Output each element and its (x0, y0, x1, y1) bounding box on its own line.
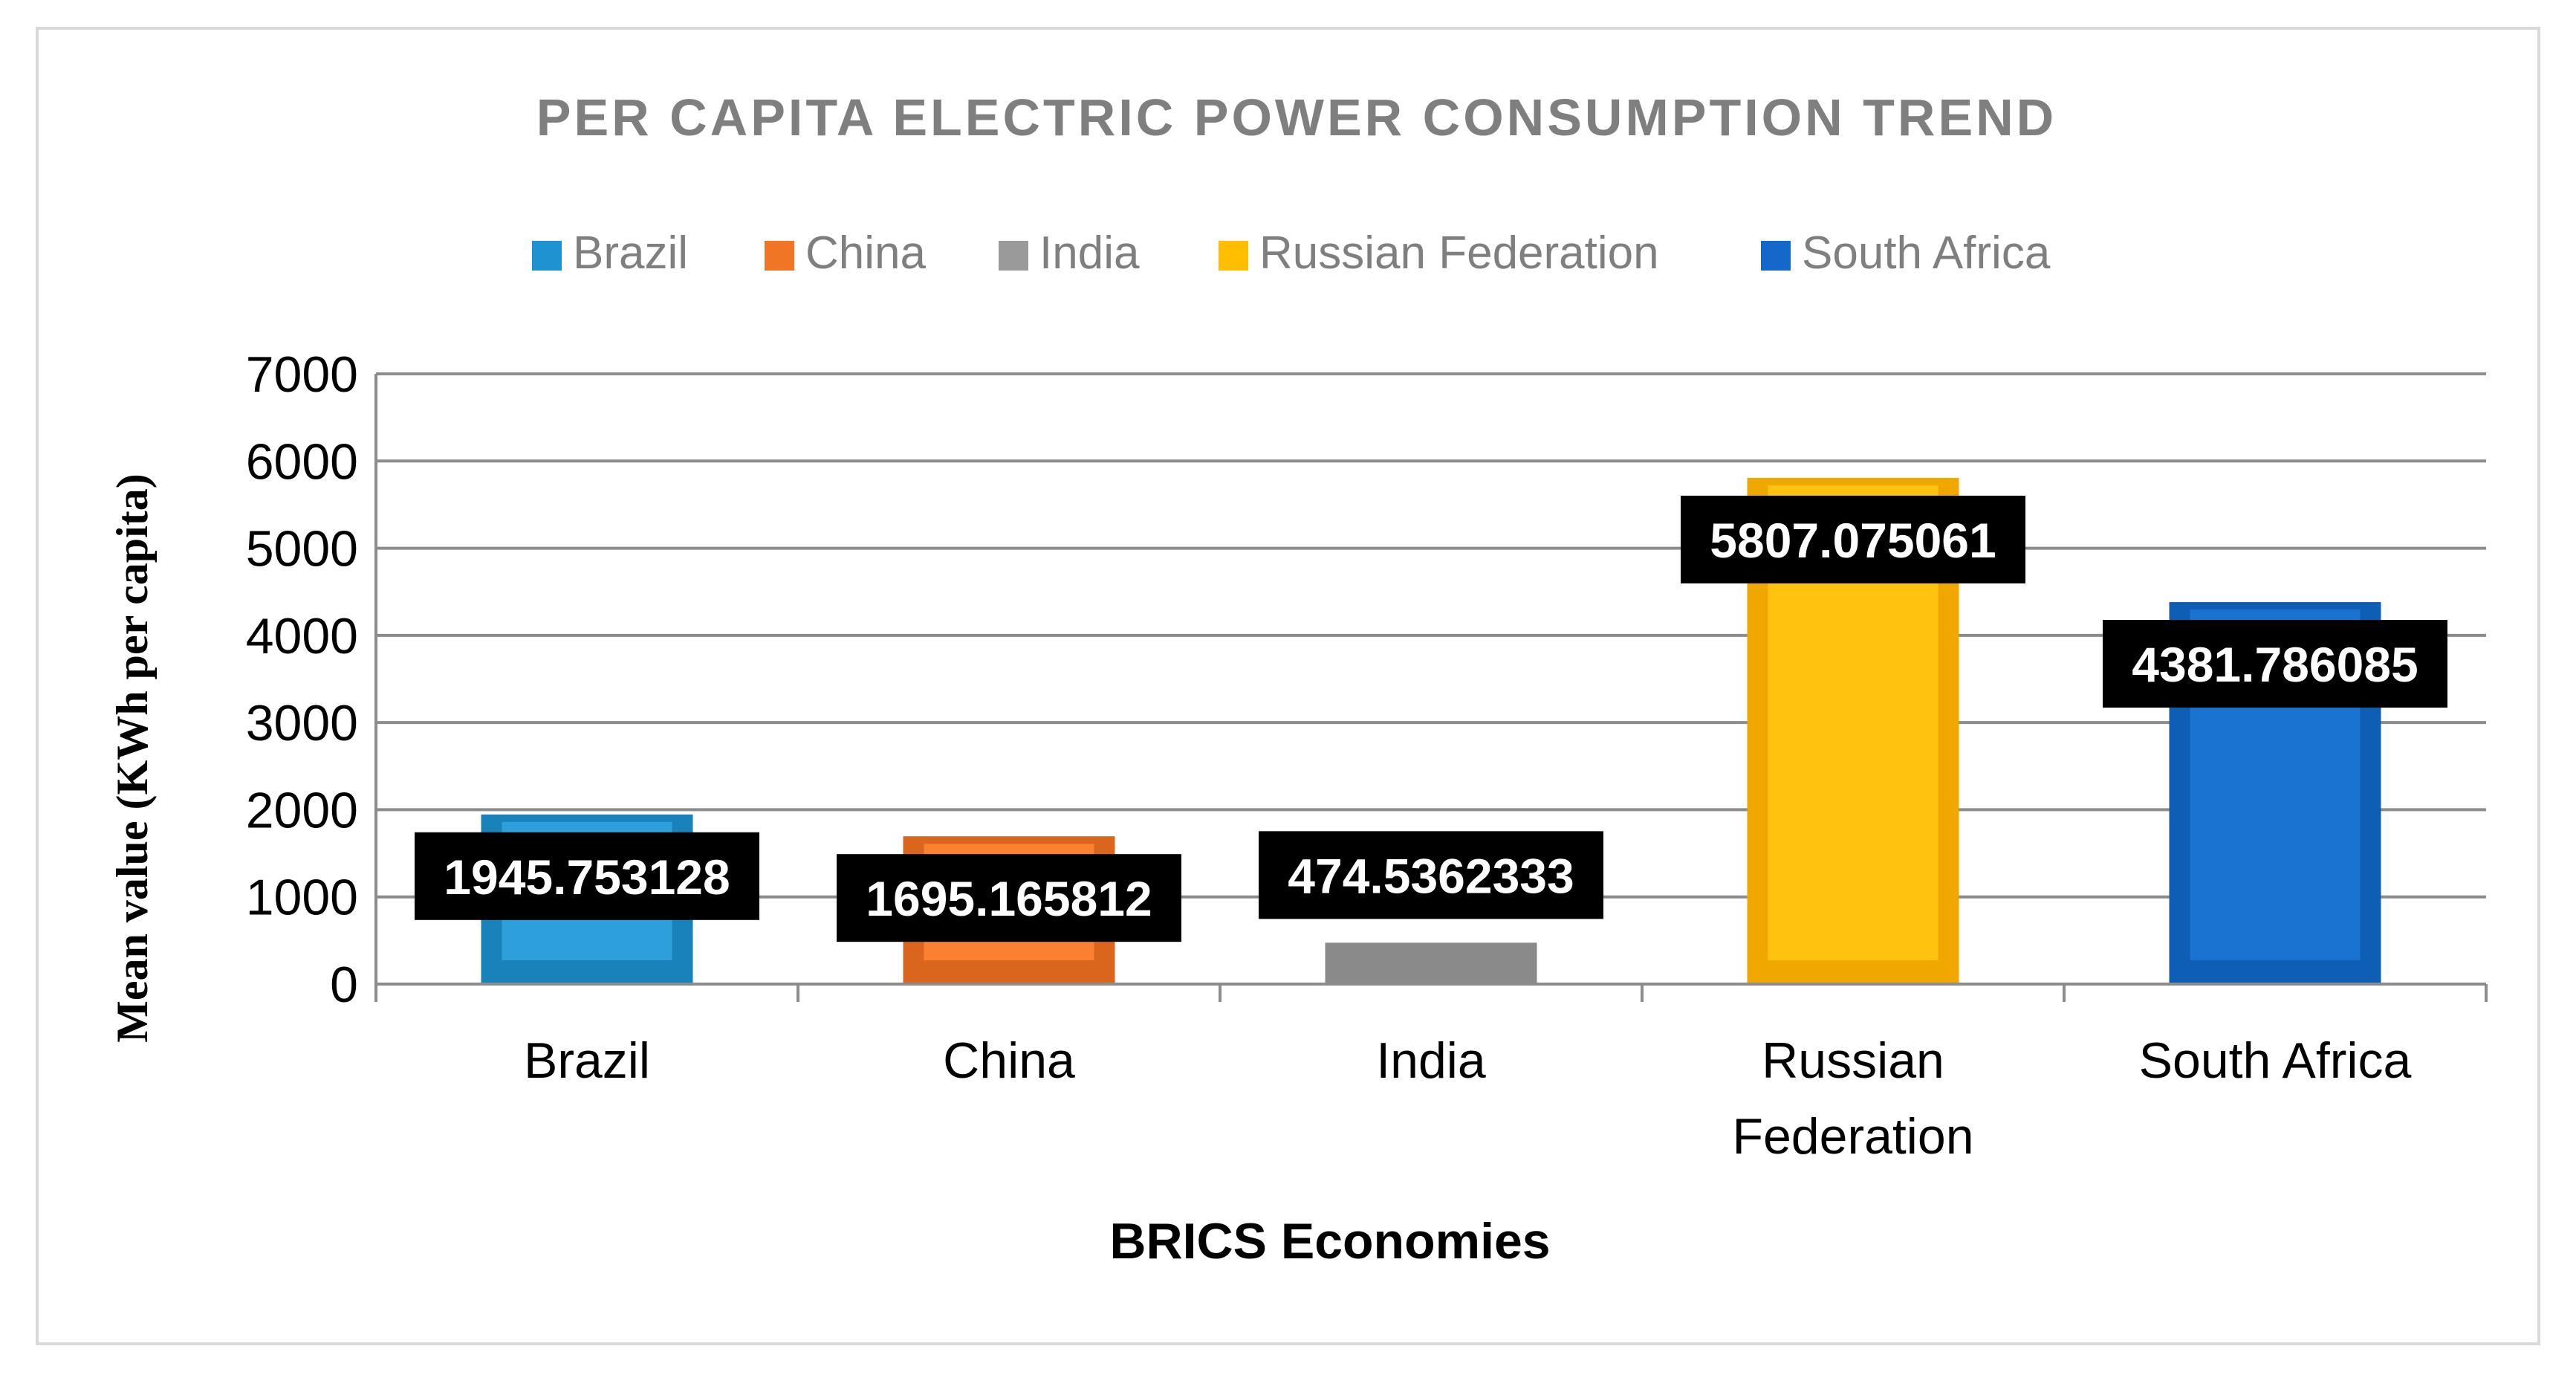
data-label: 4381.786085 (2132, 637, 2418, 692)
data-label: 5807.075061 (1710, 513, 1996, 568)
x-category-label: China (943, 1032, 1075, 1089)
legend-label: Brazil (573, 227, 688, 279)
x-axis-categories: Brazil China India Russian Federation South A… (524, 1032, 2412, 1165)
data-label-box (415, 832, 759, 920)
legend-label: India (1039, 227, 1140, 279)
data-label-box (837, 854, 1181, 942)
y-tick-label: 3000 (246, 695, 358, 751)
y-tick-label: 0 (330, 957, 358, 1013)
y-axis-ticks: 0 1000 2000 3000 4000 5000 6000 7000 (246, 346, 358, 1013)
x-category-label: Federation (1732, 1108, 1973, 1165)
y-axis-label: Mean value (KWh per capita) (108, 473, 157, 1043)
x-category-label: India (1376, 1032, 1486, 1089)
bar-india (1325, 942, 1537, 984)
data-label-box (1259, 831, 1603, 919)
y-tick-label: 6000 (246, 433, 358, 490)
legend-swatch (532, 241, 562, 271)
data-label-box (1681, 495, 2025, 583)
y-tick-label: 2000 (246, 782, 358, 838)
legend-swatch (1219, 241, 1248, 271)
x-category-label: South Africa (2139, 1032, 2412, 1089)
data-labels: 1945.753128 1695.165812 474.5362333 5807.07… (415, 495, 2447, 942)
x-axis-label: BRICS Economies (1109, 1213, 1550, 1269)
y-tick-label: 5000 (246, 521, 358, 578)
x-category-label: Brazil (524, 1032, 650, 1089)
data-label: 474.5362333 (1288, 848, 1574, 903)
y-tick-label: 7000 (246, 346, 358, 403)
legend-swatch (1761, 241, 1791, 271)
data-label-box (2103, 620, 2447, 708)
legend-label: South Africa (1802, 227, 2051, 279)
data-label: 1695.165812 (866, 871, 1152, 926)
x-category-label: Russian (1762, 1032, 1944, 1089)
legend-label: Russian Federation (1259, 227, 1659, 279)
legend: Brazil China India Russian Federation South … (532, 227, 2051, 279)
data-label: 1945.753128 (444, 850, 730, 905)
legend-label: China (805, 227, 927, 279)
y-tick-label: 4000 (246, 608, 358, 664)
legend-swatch (765, 241, 794, 271)
legend-swatch (999, 241, 1028, 271)
chart-title: PER CAPITA ELECTRIC POWER CONSUMPTION TR… (536, 88, 2057, 146)
y-tick-label: 1000 (246, 870, 358, 926)
axes (374, 374, 2488, 1002)
